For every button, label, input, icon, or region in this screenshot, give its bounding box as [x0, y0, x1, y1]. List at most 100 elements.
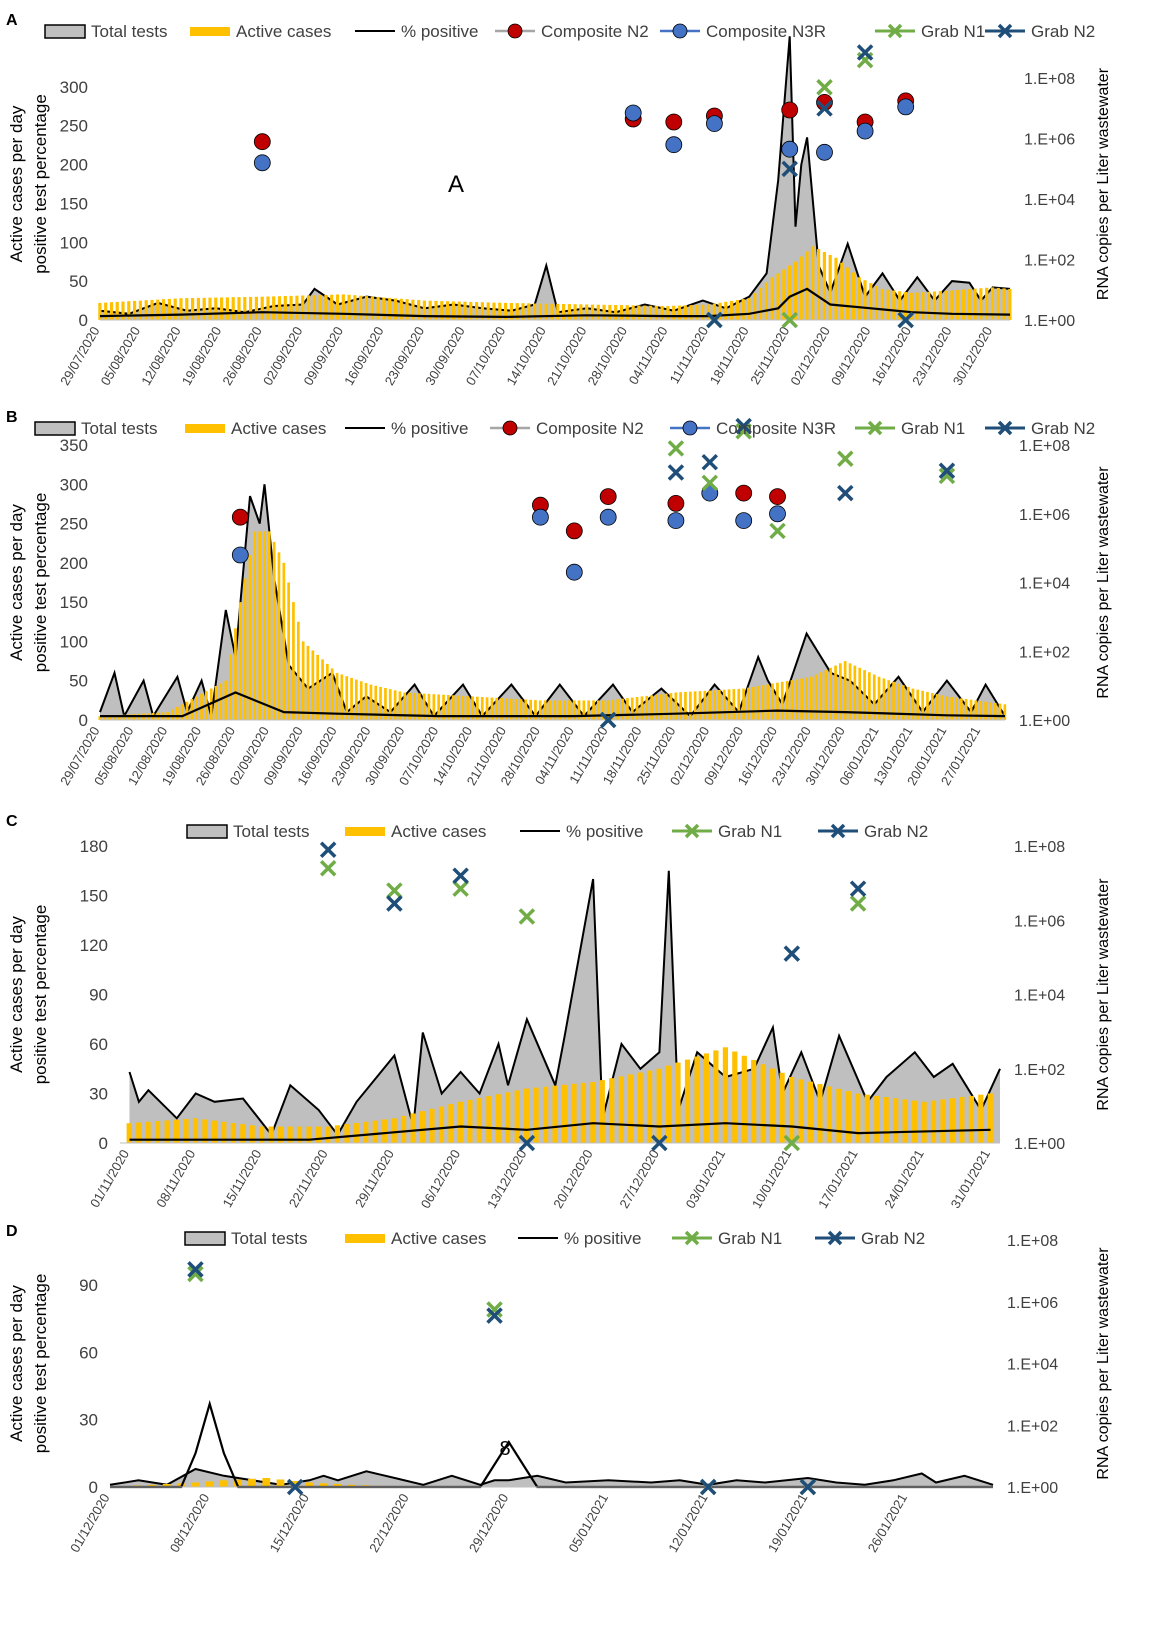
- active-cases-bar: [195, 696, 198, 720]
- active-cases-bar: [249, 1125, 255, 1143]
- active-cases-bar: [648, 305, 653, 320]
- active-cases-bar: [839, 663, 842, 720]
- active-cases-bar: [428, 300, 432, 320]
- active-cases-bar: [469, 301, 473, 320]
- marker-composite-n2: [781, 101, 799, 119]
- marker-grab-n2: [735, 417, 752, 435]
- active-cases-bar: [916, 689, 920, 720]
- active-cases-bar: [267, 531, 271, 720]
- active-cases-bar: [590, 1082, 596, 1143]
- active-cases-bar: [167, 298, 171, 320]
- active-cases-bar: [514, 699, 518, 720]
- active-cases-bar: [659, 694, 663, 720]
- y2-tick-label: 1.E+04: [1024, 192, 1075, 209]
- x-marker-icon: [684, 823, 700, 839]
- active-cases-bar: [782, 269, 786, 320]
- active-cases-bar: [974, 700, 978, 720]
- active-cases-bar: [369, 684, 373, 720]
- active-cases-bar: [819, 672, 823, 720]
- active-cases-bar: [138, 300, 142, 320]
- active-cases-bar: [562, 304, 566, 320]
- active-cases-bar: [240, 1124, 246, 1143]
- x-tick-label: 11/11/2020: [667, 324, 712, 386]
- x-tick-label: 23/09/2020: [382, 324, 428, 388]
- active-cases-bar: [401, 1115, 407, 1143]
- legend-item: Total tests: [186, 822, 310, 841]
- active-cases-bar: [893, 1098, 899, 1143]
- legend-item: Grab N1: [672, 822, 782, 841]
- active-cases-bar: [944, 290, 948, 320]
- active-cases-bars: [98, 246, 1012, 320]
- active-cases-bar: [306, 645, 310, 720]
- active-cases-bar: [855, 1093, 861, 1143]
- y-tick-label: 0: [79, 311, 88, 330]
- marker-grab-n1: [486, 1301, 503, 1318]
- x-tick-label: 01/12/2020: [67, 1491, 113, 1555]
- marker-composite-n2: [665, 113, 683, 131]
- active-cases-bar: [932, 291, 937, 320]
- active-cases-bar: [735, 300, 739, 320]
- active-cases-bar: [901, 685, 905, 720]
- active-cases-bar: [552, 1085, 558, 1143]
- marker-grab-n1: [783, 1134, 801, 1152]
- y-tick-label: 150: [60, 593, 88, 612]
- y2-tick-label: 1.E+00: [1014, 1136, 1065, 1153]
- active-cases-bar: [751, 686, 755, 720]
- active-cases-bar: [625, 305, 629, 320]
- marker-grab-n2: [319, 841, 337, 858]
- active-cases-bar: [475, 302, 479, 320]
- legend-item: Composite N3R: [670, 419, 836, 438]
- y-tick-label: 100: [60, 233, 88, 252]
- active-cases-bar: [628, 1074, 634, 1143]
- active-cases-bar: [898, 291, 902, 320]
- active-cases-bar: [608, 304, 612, 320]
- active-cases-bar: [927, 291, 931, 320]
- legend-label: Grab N2: [861, 1229, 925, 1248]
- active-cases-bar: [278, 1126, 284, 1143]
- active-cases-bar: [747, 298, 751, 320]
- y-tick-label: 150: [80, 887, 108, 906]
- percent-positive-line: [129, 1122, 991, 1141]
- legend-label: Grab N1: [718, 1229, 782, 1248]
- marker-composite-n3r: [897, 98, 915, 116]
- active-cases-bar: [515, 303, 519, 320]
- active-cases-bar: [330, 668, 334, 720]
- y-tick-label: 350: [60, 436, 88, 455]
- active-cases-bar: [730, 300, 734, 320]
- marker-grab-n1: [187, 1265, 204, 1283]
- marker-composite-n3r: [565, 563, 583, 581]
- active-cases-bar: [156, 299, 160, 320]
- marker-grab-n1: [849, 895, 867, 912]
- active-cases-bar: [906, 686, 910, 720]
- active-cases-bar: [635, 697, 639, 720]
- active-cases-bar: [643, 305, 647, 320]
- x-tick-label: 12/08/2020: [138, 324, 184, 388]
- y2-tick-label: 1.E+02: [1007, 1418, 1058, 1435]
- active-cases-bar: [333, 1484, 342, 1487]
- y-tick-label: 30: [79, 1411, 98, 1430]
- active-cases-bar: [509, 303, 513, 320]
- active-cases-bar: [341, 294, 345, 320]
- marker-grab-n2: [799, 1478, 817, 1496]
- active-cases-bar: [824, 670, 828, 720]
- y-tick-label: 120: [80, 936, 108, 955]
- legend-item: Total tests: [34, 419, 158, 438]
- active-cases-bar: [840, 262, 844, 320]
- active-cases-bar: [480, 697, 484, 720]
- active-cases-bar: [967, 289, 971, 320]
- chart-annotation: A: [448, 171, 464, 198]
- marker-grab-n2: [286, 1478, 304, 1496]
- active-cases-bar: [979, 288, 983, 320]
- x-marker-icon: [684, 1230, 700, 1246]
- active-cases-bar: [150, 299, 154, 320]
- left-axis-title-line1: Active cases per day: [7, 916, 26, 1073]
- active-cases-bar: [164, 1120, 170, 1143]
- active-cases-bar: [793, 261, 797, 320]
- active-cases-bar: [940, 1099, 946, 1143]
- active-cases-bar: [817, 249, 821, 320]
- y2-tick-label: 1.E+02: [1014, 1062, 1065, 1079]
- active-cases-bar: [393, 298, 398, 320]
- active-cases-bar: [103, 715, 107, 720]
- active-cases-bar: [413, 693, 416, 720]
- active-cases-bar: [996, 287, 1000, 320]
